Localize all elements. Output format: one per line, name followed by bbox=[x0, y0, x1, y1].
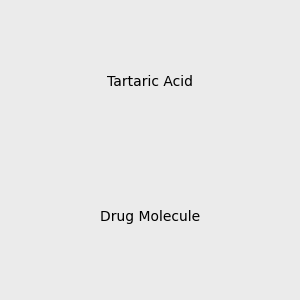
Text: Drug Molecule: Drug Molecule bbox=[100, 211, 200, 224]
Text: Tartaric Acid: Tartaric Acid bbox=[107, 76, 193, 89]
